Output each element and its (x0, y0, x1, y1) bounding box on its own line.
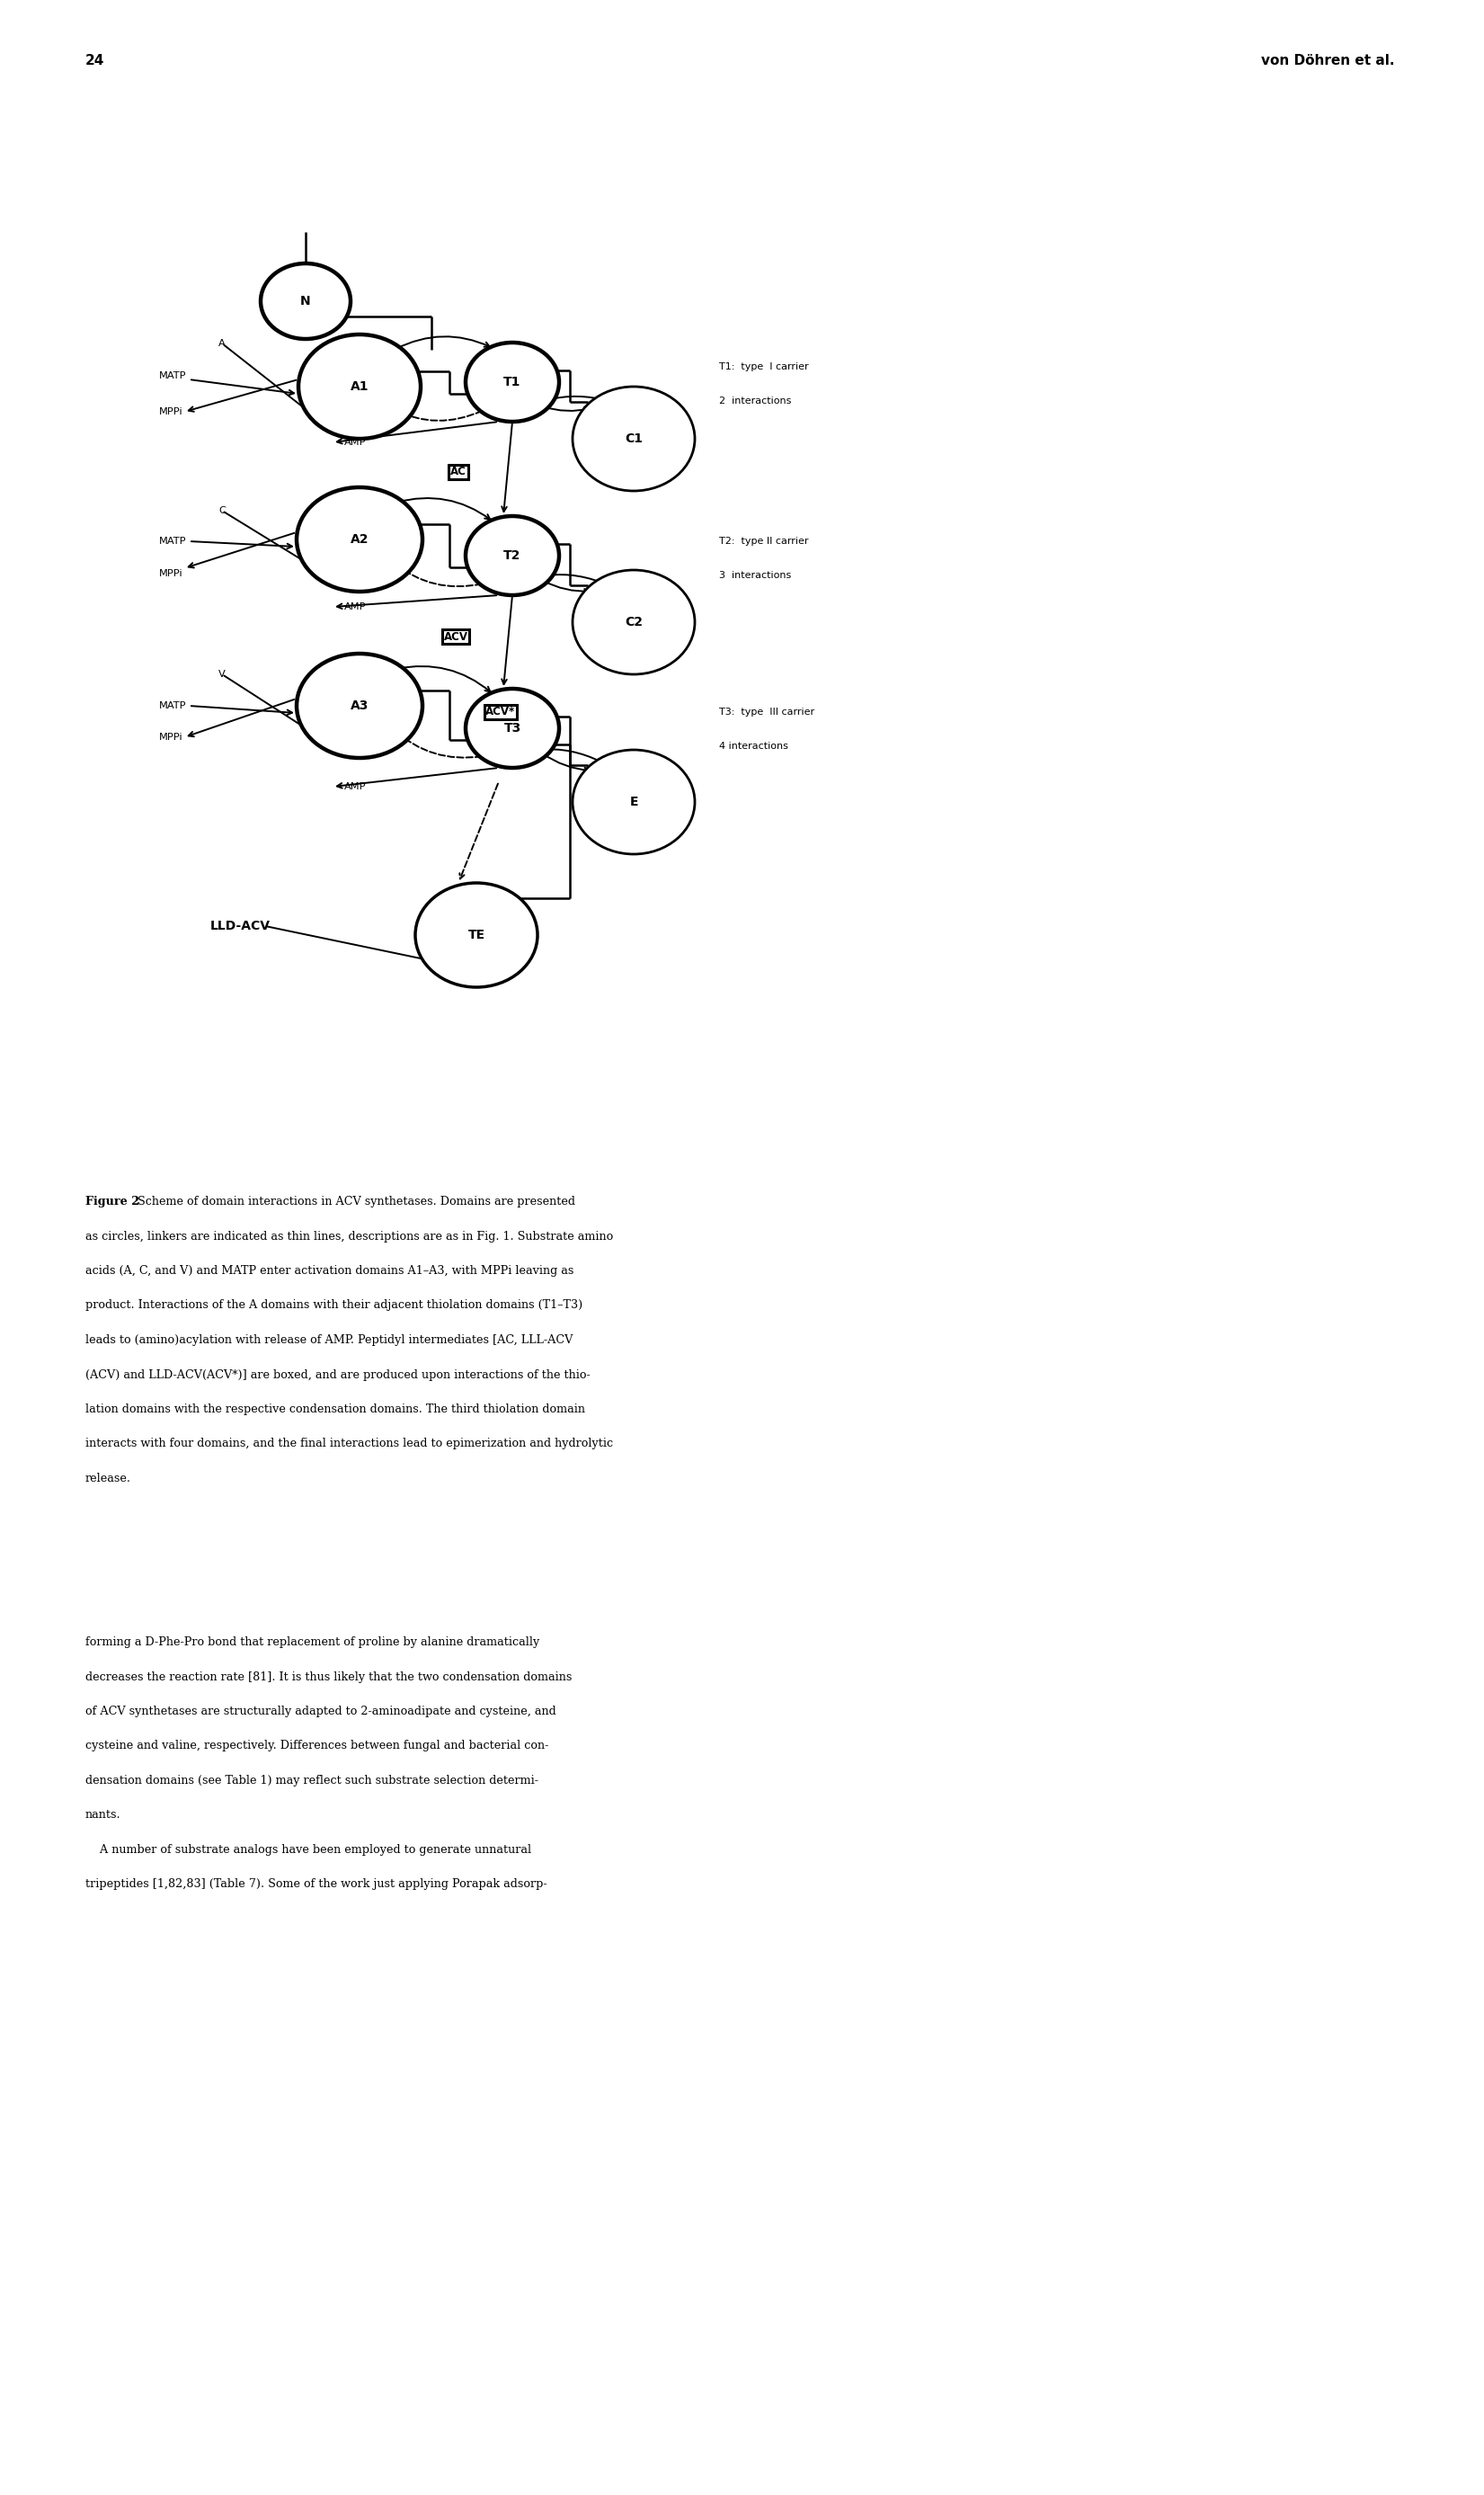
Text: T2:  type II carrier: T2: type II carrier (720, 536, 809, 546)
Text: ACV: ACV (444, 631, 467, 641)
Text: TE: TE (467, 928, 485, 941)
Ellipse shape (573, 569, 695, 674)
Text: forming a D-Phe-Pro bond that replacement of proline by alanine dramatically: forming a D-Phe-Pro bond that replacemen… (86, 1637, 540, 1649)
Text: MPPi: MPPi (159, 569, 183, 579)
Text: E: E (629, 796, 638, 808)
Text: AMP: AMP (344, 437, 367, 447)
Text: MPPi: MPPi (159, 734, 183, 741)
Text: interacts with four domains, and the final interactions lead to epimerization an: interacts with four domains, and the fin… (86, 1437, 613, 1450)
Text: T1: T1 (503, 377, 521, 389)
Text: ACV*: ACV* (485, 706, 515, 719)
Text: tripeptides [1,82,83] (Table 7). Some of the work just applying Porapak adsorp-: tripeptides [1,82,83] (Table 7). Some of… (86, 1879, 548, 1891)
Text: N: N (300, 294, 310, 307)
Text: decreases the reaction rate [81]. It is thus likely that the two condensation do: decreases the reaction rate [81]. It is … (86, 1672, 571, 1682)
Ellipse shape (573, 387, 695, 492)
Ellipse shape (416, 883, 537, 988)
Ellipse shape (297, 654, 423, 758)
Text: C2: C2 (625, 616, 643, 629)
Ellipse shape (297, 487, 423, 591)
Text: AC: AC (450, 467, 466, 479)
Text: MATP: MATP (159, 372, 187, 379)
Ellipse shape (466, 516, 559, 596)
Ellipse shape (298, 334, 420, 439)
Ellipse shape (466, 342, 559, 422)
Text: AMP: AMP (344, 601, 367, 611)
Text: T2: T2 (503, 549, 521, 561)
Text: A3: A3 (350, 699, 368, 711)
Text: product. Interactions of the A domains with their adjacent thiolation domains (T: product. Interactions of the A domains w… (86, 1300, 583, 1312)
Text: densation domains (see Table 1) may reflect such substrate selection determi-: densation domains (see Table 1) may refl… (86, 1774, 539, 1786)
Text: release.: release. (86, 1472, 131, 1485)
Text: of ACV synthetases are structurally adapted to 2-aminoadipate and cysteine, and: of ACV synthetases are structurally adap… (86, 1707, 556, 1717)
Text: acids (A, C, and V) and MATP enter activation domains A1–A3, with MPPi leaving a: acids (A, C, and V) and MATP enter activ… (86, 1265, 574, 1277)
Text: T3: T3 (503, 721, 521, 734)
Text: T1:  type  I carrier: T1: type I carrier (720, 362, 809, 372)
Text: MPPi: MPPi (159, 407, 183, 417)
Text: 2  interactions: 2 interactions (720, 397, 791, 407)
Text: MATP: MATP (159, 536, 187, 546)
Text: T3:  type  III carrier: T3: type III carrier (720, 709, 815, 716)
Text: 3  interactions: 3 interactions (720, 571, 791, 579)
Text: A number of substrate analogs have been employed to generate unnatural: A number of substrate analogs have been … (86, 1844, 531, 1856)
Text: (ACV) and LLD-ACV(ACV*)] are boxed, and are produced upon interactions of the th: (ACV) and LLD-ACV(ACV*)] are boxed, and … (86, 1370, 591, 1380)
Text: 4 interactions: 4 interactions (720, 741, 788, 751)
Text: nants.: nants. (86, 1809, 122, 1821)
Text: cysteine and valine, respectively. Differences between fungal and bacterial con-: cysteine and valine, respectively. Diffe… (86, 1739, 549, 1751)
Text: MATP: MATP (159, 701, 187, 711)
Ellipse shape (466, 689, 559, 768)
Text: C1: C1 (625, 432, 643, 444)
Text: C: C (218, 506, 226, 514)
Text: V: V (218, 669, 226, 679)
Ellipse shape (261, 264, 350, 339)
Text: A: A (218, 339, 226, 347)
Text: leads to (amino)acylation with release of AMP. Peptidyl intermediates [AC, LLL-A: leads to (amino)acylation with release o… (86, 1335, 573, 1345)
Ellipse shape (573, 751, 695, 853)
Text: AMP: AMP (344, 783, 367, 791)
Text: Scheme of domain interactions in ACV synthetases. Domains are presented: Scheme of domain interactions in ACV syn… (131, 1195, 574, 1208)
Text: Figure 2: Figure 2 (86, 1195, 139, 1208)
Text: as circles, linkers are indicated as thin lines, descriptions are as in Fig. 1. : as circles, linkers are indicated as thi… (86, 1230, 613, 1243)
Text: 24: 24 (86, 55, 104, 67)
Text: lation domains with the respective condensation domains. The third thiolation do: lation domains with the respective conde… (86, 1405, 585, 1415)
Text: A2: A2 (350, 534, 368, 546)
Text: von Döhren et al.: von Döhren et al. (1260, 55, 1393, 67)
Text: LLD-ACV: LLD-ACV (209, 921, 270, 933)
Text: A1: A1 (350, 379, 368, 392)
